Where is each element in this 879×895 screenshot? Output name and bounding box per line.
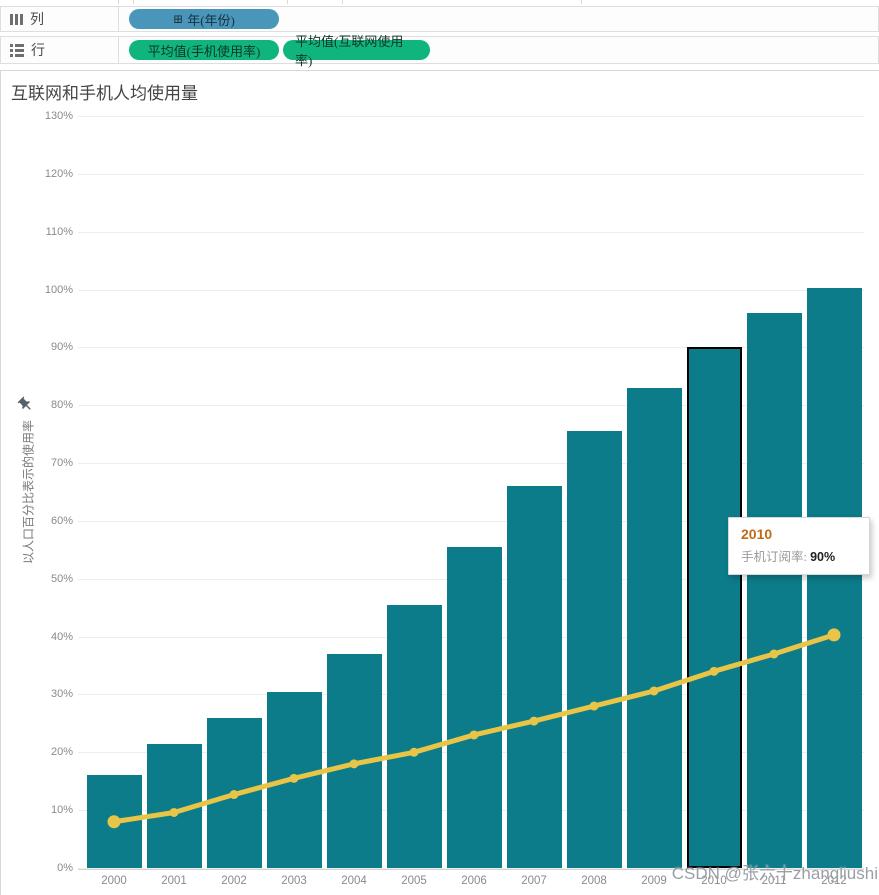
- top-strip: [0, 0, 879, 5]
- y-tick-label: 30%: [50, 688, 73, 701]
- rows-icon: [10, 43, 24, 57]
- y-tick-label: 60%: [50, 514, 73, 527]
- x-tick-label-2012: 2012: [821, 875, 847, 887]
- divider-tick: [581, 0, 582, 4]
- gridline: [78, 347, 864, 349]
- rows-shelf-label: 行: [31, 44, 45, 59]
- pill-avg-internet-usage[interactable]: 平均值(互联网使用率): [283, 34, 430, 68]
- y-tick-label: 0%: [57, 862, 73, 874]
- bar-2007[interactable]: [506, 486, 562, 868]
- chart-card: 互联网和手机人均使用量 以人口百分比表示的使用率 0% 10% 20% 30% 40% 5…: [0, 70, 879, 895]
- gridline: [78, 231, 864, 233]
- bar-2002[interactable]: [206, 717, 262, 868]
- x-tick-label-2008: 2008: [581, 875, 607, 887]
- bar-2003[interactable]: [266, 691, 322, 868]
- y-tick-label: 10%: [50, 804, 73, 817]
- gridline: [78, 116, 864, 117]
- x-tick-label-2011: 2011: [761, 875, 787, 887]
- y-tick-label: 20%: [50, 746, 73, 759]
- columns-pill-area: ⊞ 年(年份): [129, 9, 279, 29]
- y-tick-label: 100%: [44, 283, 73, 296]
- rows-shelf-header: 行: [1, 37, 119, 63]
- divider-tick: [342, 0, 343, 4]
- y-tick-label: 80%: [50, 399, 73, 412]
- bar-2011[interactable]: [746, 312, 802, 868]
- y-tick-label: 120%: [44, 167, 73, 180]
- y-axis-title: 以人口百分比表示的使用率: [21, 419, 36, 565]
- y-tick-label: 110%: [45, 225, 73, 238]
- x-tick-label-2007: 2007: [521, 875, 547, 887]
- bar-2000[interactable]: [86, 775, 142, 868]
- divider-tick: [133, 0, 134, 4]
- gridline: [78, 868, 864, 869]
- tooltip-year: 2010: [741, 526, 773, 542]
- pill-avg-mobile-usage-label: 平均值(手机使用率): [147, 43, 261, 59]
- x-tick-label-2010: 2010: [701, 875, 727, 887]
- bar-2009[interactable]: [626, 387, 682, 868]
- pill-year[interactable]: ⊞ 年(年份): [129, 9, 279, 29]
- gridline: [78, 173, 864, 175]
- gridline: [78, 520, 864, 522]
- x-tick-label-2002: 2002: [221, 875, 247, 887]
- y-tick-label: 40%: [50, 630, 73, 643]
- gridline: [78, 405, 864, 407]
- expand-plus-icon[interactable]: ⊞: [173, 12, 184, 26]
- tooltip-measure-value: 90%: [810, 550, 836, 564]
- columns-icon: [10, 13, 23, 25]
- x-tick-label-2004: 2004: [341, 875, 367, 887]
- rows-pill-area: 平均值(手机使用率) 平均值(互联网使用率): [129, 34, 430, 68]
- bar-2012[interactable]: [806, 287, 862, 868]
- columns-shelf-label: 列: [30, 13, 44, 28]
- chart-title: 互联网和手机人均使用量: [11, 84, 198, 103]
- bar-2008[interactable]: [566, 431, 622, 868]
- divider-tick: [287, 0, 288, 4]
- columns-shelf-header: 列: [1, 7, 119, 31]
- gridline: [78, 463, 864, 465]
- tooltip-measure-label: 手机订阅率:: [741, 550, 807, 564]
- watermark: CSDN @张六十zhangliushi: [671, 864, 878, 883]
- x-tick-label-2009: 2009: [641, 875, 667, 887]
- gridline: [78, 289, 864, 291]
- columns-shelf[interactable]: 列 ⊞ 年(年份): [0, 6, 879, 32]
- bar-2010[interactable]: [686, 347, 742, 868]
- x-tick-label-2005: 2005: [401, 875, 427, 887]
- y-tick-label: 50%: [50, 572, 73, 585]
- bar-2006[interactable]: [446, 546, 502, 868]
- x-tick-label-2006: 2006: [461, 875, 487, 887]
- x-tick-label-2000: 2000: [101, 875, 127, 887]
- x-tick-label-2003: 2003: [281, 875, 307, 887]
- y-tick-label: 70%: [50, 457, 73, 470]
- rows-shelf[interactable]: 行 平均值(手机使用率) 平均值(互联网使用率): [0, 34, 879, 68]
- tooltip: 2010 手机订阅率: 90%: [728, 517, 870, 575]
- x-axis-line: [78, 869, 864, 870]
- tooltip-measure: 手机订阅率: 90%: [741, 546, 857, 565]
- x-tick-label-2001: 2001: [161, 875, 187, 887]
- y-tick-label: 90%: [50, 341, 73, 354]
- pill-year-label: 年(年份): [187, 12, 235, 28]
- divider-tick: [118, 0, 119, 4]
- pin-icon[interactable]: [13, 392, 37, 416]
- bar-2004[interactable]: [326, 653, 382, 868]
- bar-2005[interactable]: [386, 604, 442, 868]
- pill-avg-internet-usage-label: 平均值(互联网使用率): [295, 34, 404, 68]
- y-tick-label: 130%: [44, 110, 73, 122]
- pill-avg-mobile-usage[interactable]: 平均值(手机使用率): [129, 40, 279, 60]
- bar-2001[interactable]: [146, 743, 202, 868]
